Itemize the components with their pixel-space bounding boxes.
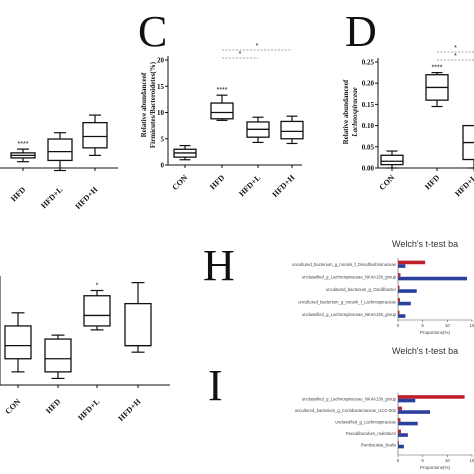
panel-B-partial-xcat-label: HFD+H bbox=[73, 185, 99, 211]
panel-D-ytick-label: 0.05 bbox=[362, 143, 375, 151]
panel-h-title: Welch's t-test ba bbox=[392, 239, 458, 249]
panel-H-bar bbox=[398, 301, 411, 306]
panel-H-xtick-label: 10 bbox=[445, 323, 451, 328]
panel-C-ytick-label: 15 bbox=[157, 83, 165, 91]
panel-c-ylabel-line2: Firmicutes/Bacteroidetes(%) bbox=[149, 61, 157, 148]
panel-B-partial-box bbox=[47, 138, 73, 162]
panel-I-category-label: unclassified_g_Lachnospiraceae_NK4A136_g… bbox=[302, 396, 397, 401]
panel-letter-i: I bbox=[208, 361, 223, 410]
panel-C-bracket-label: * bbox=[239, 51, 242, 58]
panel-C-box bbox=[210, 102, 234, 120]
panel-I-category-label: unclassified_g_Lachnospiraceae bbox=[335, 419, 396, 424]
panel-letter-d: D bbox=[345, 7, 377, 56]
panel-letter-h: H bbox=[203, 241, 235, 290]
panel-G-partial-xcat-label: HFD+L bbox=[76, 397, 101, 422]
panel-G-partial-xcat-label: HFD bbox=[44, 397, 62, 415]
panel-I-category-label: Romboutsia_ilealis bbox=[361, 442, 396, 447]
panel-G-partial-box bbox=[124, 302, 152, 347]
panel-H-category-label: unclassified_g_Lachnospiraceae_NK4A136_g… bbox=[302, 312, 397, 317]
panel-d-ylabel-line1: Relative abundanceof bbox=[342, 79, 350, 144]
panel-I-category-label: Faecalibaculum_rodentium bbox=[346, 431, 397, 436]
panel-H-xtick-label: 15 bbox=[469, 323, 474, 328]
panel-C-significance-label: **** bbox=[217, 87, 228, 94]
panel-B-partial-significance-label: **** bbox=[18, 141, 29, 148]
panel-i-title: Welch's t-test ba bbox=[392, 346, 458, 356]
panel-H-bar bbox=[398, 314, 406, 318]
panel-H-bar bbox=[398, 289, 417, 293]
panel-I-bar bbox=[398, 441, 399, 445]
panel-H-bar bbox=[398, 298, 400, 302]
panel-B-partial-xcat-label: HFD bbox=[9, 185, 27, 203]
panel-C-xcat-label: HFD bbox=[208, 173, 226, 191]
panel-G-partial-xcat-label: HFD+H bbox=[116, 397, 142, 423]
panel-C-xcat-label: HFD+L bbox=[237, 173, 262, 198]
panel-H-bar bbox=[398, 285, 400, 290]
panel-D-ytick-label: 0.10 bbox=[362, 122, 375, 130]
panel-C-xcat-label: CON bbox=[170, 173, 189, 192]
panel-I-bar bbox=[398, 398, 416, 403]
panel-I-xtick-label: 15 bbox=[469, 458, 474, 463]
panel-H-category-label: uncultured_bacterium_g_Oscillibacter bbox=[326, 287, 397, 292]
panel-H-category-label: uncultured_bacterium_g_norank_f_Desulfov… bbox=[292, 262, 396, 267]
panel-G-partial-significance-label: * bbox=[96, 283, 99, 290]
panel-D-ytick-label: 0.00 bbox=[362, 165, 375, 173]
panel-d-ylabel-line2: Lachnospiraceae bbox=[351, 87, 359, 137]
panel-C-ytick-label: 10 bbox=[157, 109, 165, 117]
panel-letter-c: C bbox=[138, 7, 167, 56]
panel-I-bar bbox=[398, 410, 431, 414]
panel-H-bar bbox=[398, 260, 426, 265]
panel-G-partial-xcat-label: CON bbox=[3, 397, 22, 416]
panel-D-ytick-label: 0.20 bbox=[362, 80, 375, 88]
panel-G-partial-box bbox=[4, 325, 32, 360]
panel-D-box bbox=[380, 154, 404, 166]
panel-C-bracket-label: * bbox=[256, 43, 259, 50]
panel-C-xcat-label: HFD+H bbox=[270, 173, 296, 199]
panel-I-bar bbox=[398, 429, 401, 434]
panel-G-partial-box bbox=[44, 338, 72, 373]
panel-D-ytick-label: 0.25 bbox=[362, 59, 375, 67]
panel-C-box bbox=[280, 120, 304, 140]
panel-D-xcat-label: HFD bbox=[423, 173, 441, 191]
panel-I-bar bbox=[398, 421, 418, 426]
panel-D-xcat-label: HFD+L bbox=[453, 173, 474, 198]
panel-D-bracket-label: * bbox=[454, 45, 457, 52]
panel-H-xtick-label: 5 bbox=[421, 323, 424, 328]
panel-I-xtick-label: 10 bbox=[445, 458, 451, 463]
panel-H-bar bbox=[398, 273, 401, 277]
panel-I-xlabel: Proportions(%) bbox=[420, 465, 451, 470]
panel-I-bar bbox=[398, 444, 404, 449]
panel-D-xcat-label: CON bbox=[377, 173, 396, 192]
panel-D-significance-label: **** bbox=[432, 65, 443, 72]
panel-I-category-label: uncultured_bacterium_g_Coriobacteriaceae… bbox=[295, 408, 397, 413]
panel-H-category-label: uncultured_bacterium_g_norank_f_Lachnosp… bbox=[298, 299, 396, 304]
panel-C-ytick-label: 5 bbox=[161, 135, 165, 143]
panel-G-partial-box bbox=[83, 295, 111, 327]
panel-C-ytick-label: 20 bbox=[157, 57, 165, 65]
panel-D-bracket-label: * bbox=[454, 53, 457, 60]
panel-I-bar bbox=[398, 418, 401, 422]
panel-I-bar bbox=[398, 433, 408, 437]
panel-I-xtick-label: 0 bbox=[397, 458, 400, 463]
panel-I-bar bbox=[398, 406, 402, 411]
panel-D-ytick-label: 0.15 bbox=[362, 101, 375, 109]
panel-H-bar bbox=[398, 264, 406, 268]
panel-B-partial-xcat-label: HFD+L bbox=[39, 185, 64, 210]
panel-B-partial-box bbox=[82, 121, 108, 149]
panel-H-xlabel: Proportions(%) bbox=[420, 330, 451, 335]
panel-c-ylabel-line1: Relative abundanceof bbox=[140, 72, 148, 137]
panel-I-xtick-label: 5 bbox=[421, 458, 424, 463]
panel-H-xtick-label: 0 bbox=[397, 323, 400, 328]
panel-H-category-label: unclassified_g_Lachnospiraceae_NK4A136_g… bbox=[302, 274, 397, 279]
panel-H-bar bbox=[398, 276, 468, 281]
panel-I-bar bbox=[398, 395, 465, 399]
panel-C-ytick-label: 0 bbox=[161, 162, 165, 170]
panel-H-bar bbox=[398, 310, 400, 315]
